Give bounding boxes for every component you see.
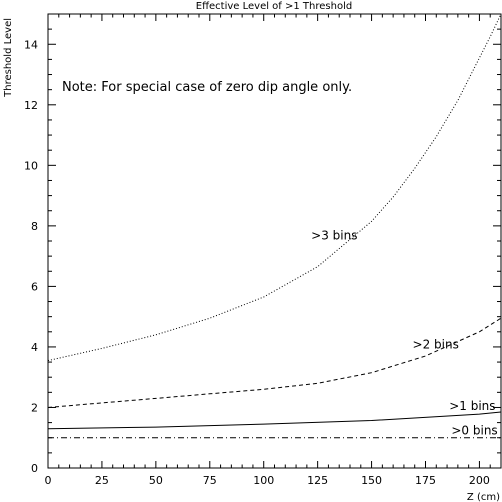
x-tick-label: 75 xyxy=(203,474,217,487)
series-line xyxy=(47,13,502,362)
series-label: >3 bins xyxy=(311,228,357,242)
x-tick-label: 150 xyxy=(361,474,382,487)
series-labels: >3 bins >2 bins >1 bins >0 bins xyxy=(311,228,498,437)
y-tick-label: 10 xyxy=(24,159,38,172)
x-axis-title: Z (cm) xyxy=(467,492,500,502)
y-tick-label: 0 xyxy=(31,462,38,475)
y-tick-label: 8 xyxy=(31,220,38,233)
y-axis-title: Threshold Level xyxy=(3,18,14,98)
x-tick-label: 0 xyxy=(45,474,52,487)
series-line xyxy=(47,317,502,408)
series-label: >0 bins xyxy=(451,424,497,438)
chart-note: Note: For special case of zero dip angle… xyxy=(62,80,352,95)
series-label: >2 bins xyxy=(413,337,459,351)
x-tick-label: 200 xyxy=(469,474,490,487)
y-tick-label: 12 xyxy=(24,99,38,112)
x-tick-label: 50 xyxy=(149,474,163,487)
series-curves xyxy=(47,13,502,439)
y-tick-label: 2 xyxy=(31,401,38,414)
series-label: >1 bins xyxy=(449,399,495,413)
x-tick-label: 125 xyxy=(307,474,328,487)
tick-labels: 0 25 50 75 100 125 150 175 200 0 2 4 6 8 10 12 14 xyxy=(24,38,490,487)
x-tick-label: 175 xyxy=(415,474,436,487)
series-line xyxy=(47,411,502,430)
x-tick-label: 100 xyxy=(253,474,274,487)
axis-ticks xyxy=(47,13,502,469)
y-tick-label: 14 xyxy=(24,38,38,51)
y-tick-label: 4 xyxy=(31,341,38,354)
y-tick-label: 6 xyxy=(31,280,38,293)
x-tick-label: 25 xyxy=(95,474,109,487)
chart-title: Effective Level of >1 Threshold xyxy=(196,1,352,12)
